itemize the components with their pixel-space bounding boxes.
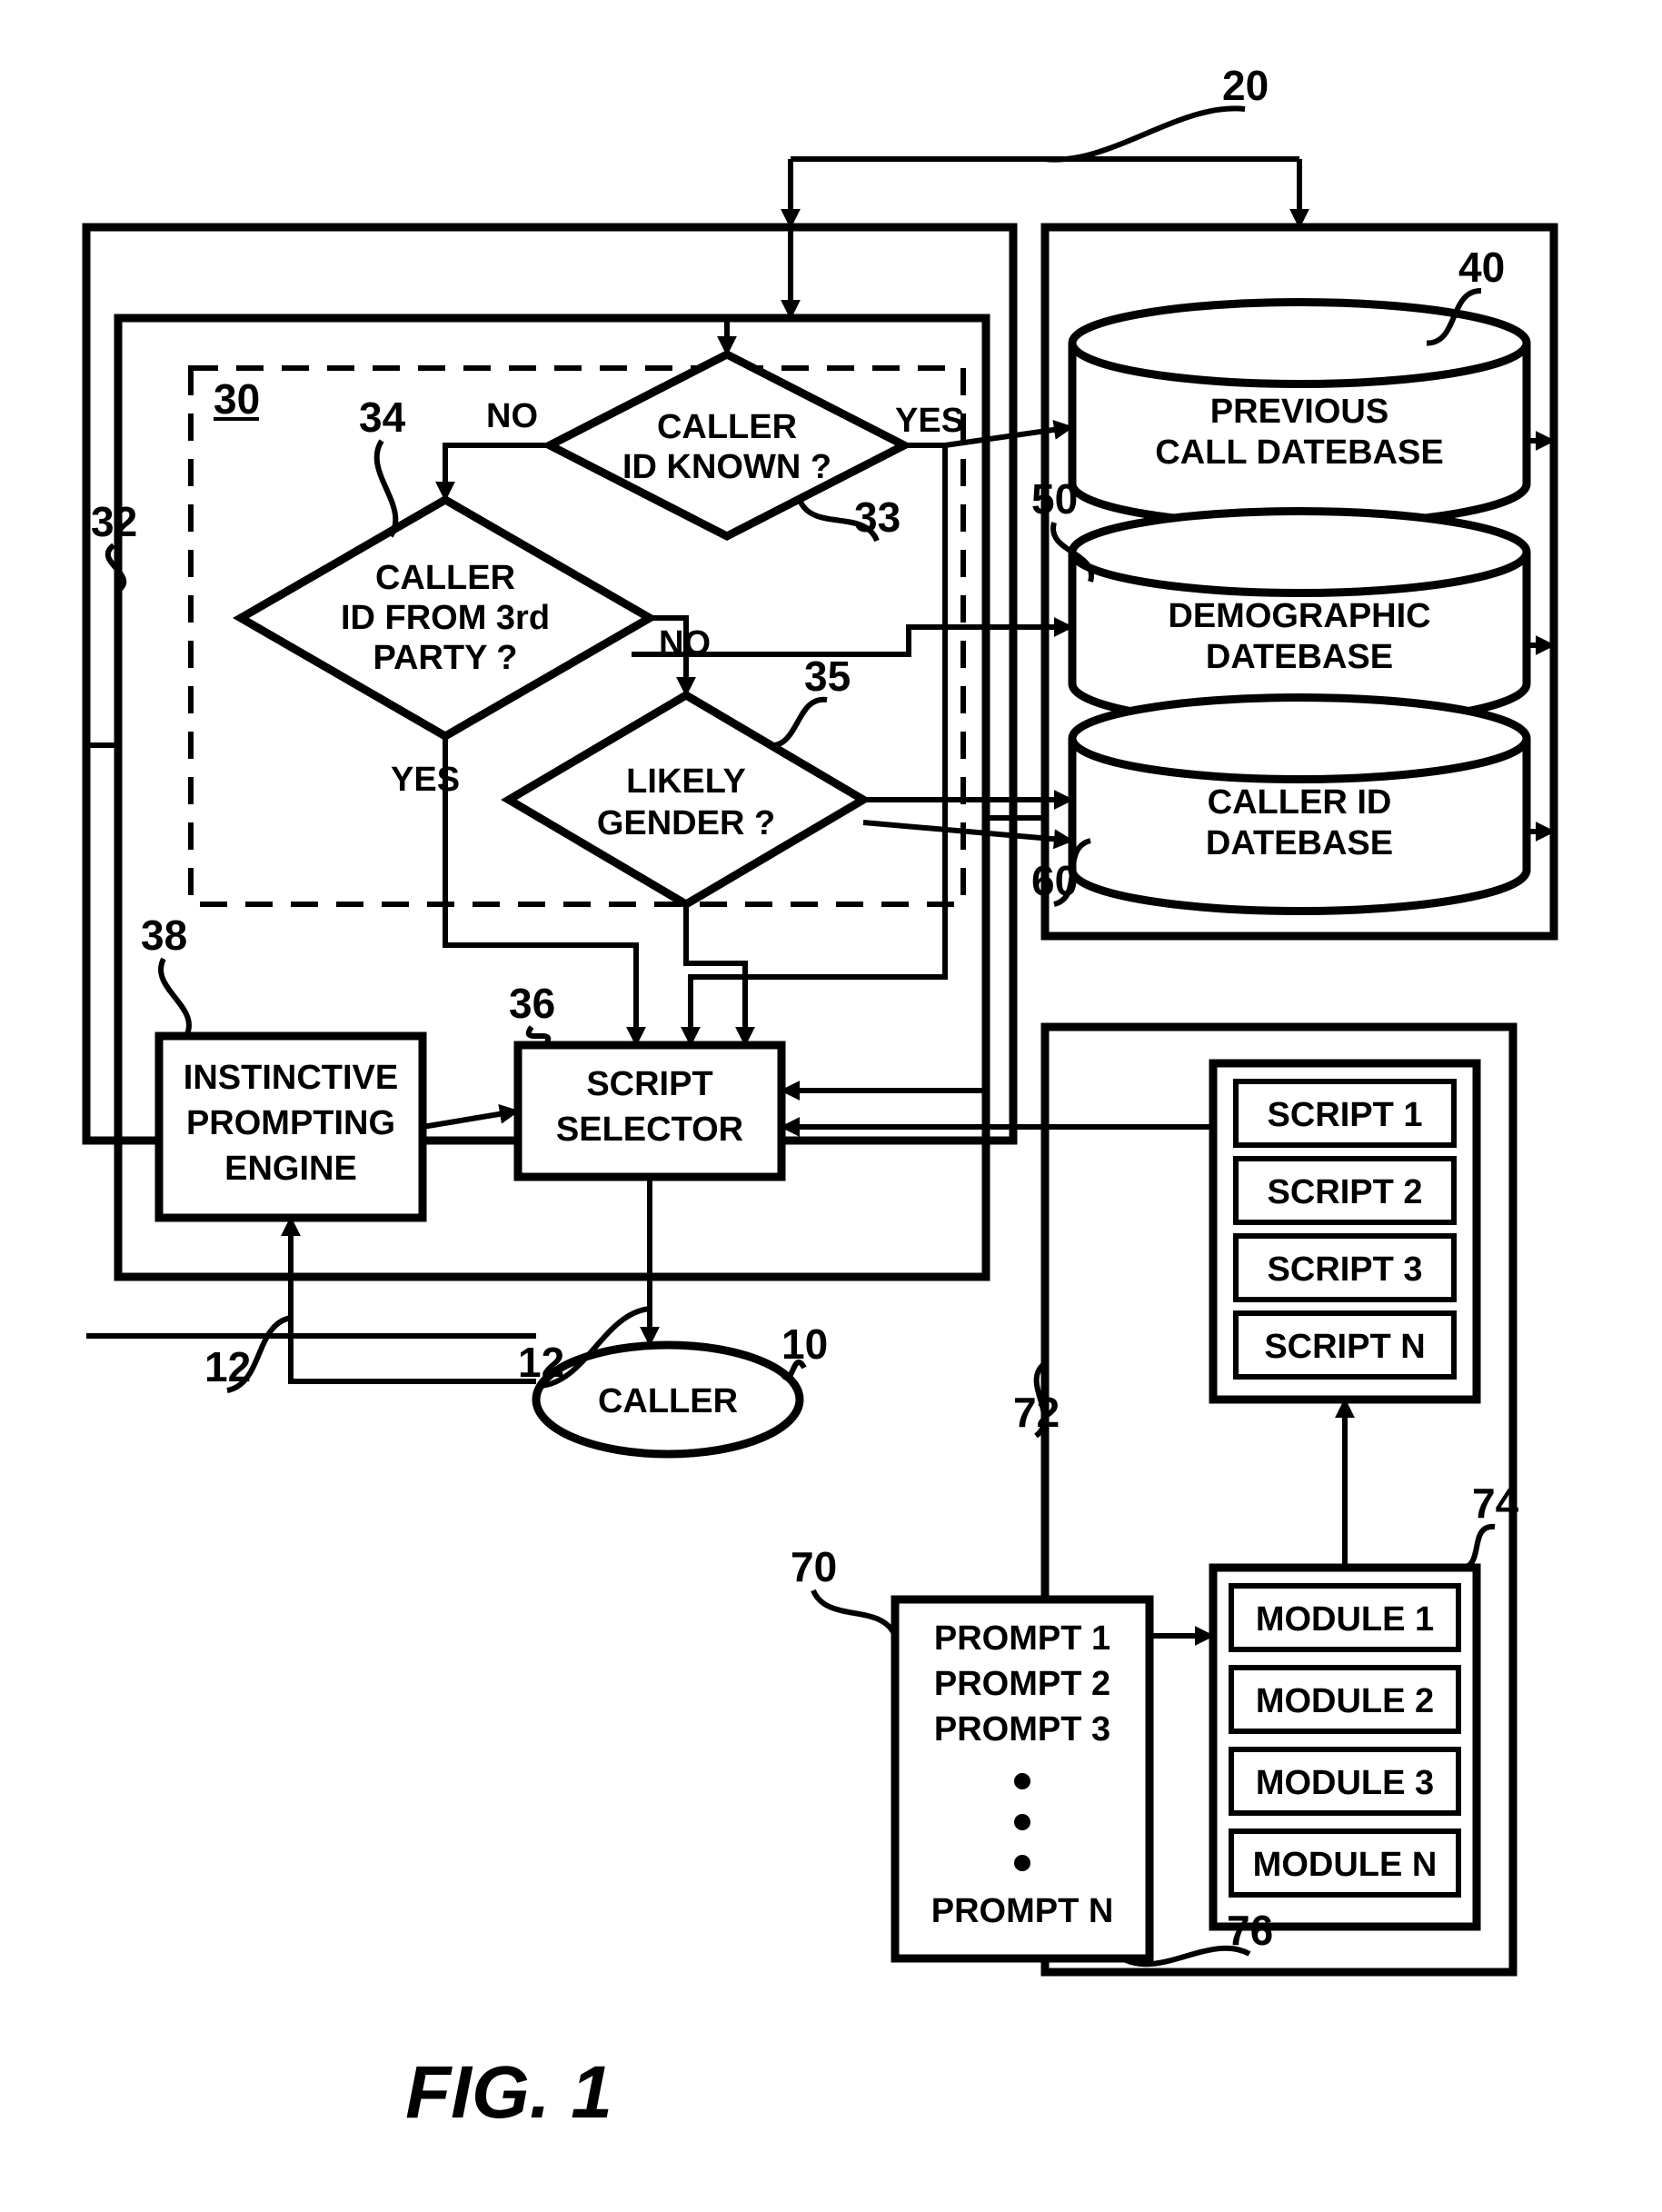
- svg-text:CALLER: CALLER: [657, 408, 797, 446]
- svg-text:SCRIPT 2: SCRIPT 2: [1267, 1173, 1422, 1211]
- ref-label-70: 70: [791, 1543, 837, 1590]
- svg-text:PROMPT 3: PROMPT 3: [934, 1710, 1110, 1749]
- edge-label-yes2: YES: [391, 761, 460, 799]
- svg-text:SCRIPT: SCRIPT: [586, 1065, 712, 1103]
- ref-label-72: 72: [1013, 1389, 1060, 1436]
- svg-text:MODULE 1: MODULE 1: [1256, 1600, 1434, 1639]
- ref-label-40: 40: [1458, 244, 1505, 291]
- svg-text:PROMPTING: PROMPTING: [186, 1104, 395, 1142]
- svg-text:PROMPT N: PROMPT N: [931, 1892, 1114, 1930]
- svg-text:ENGINE: ENGINE: [224, 1150, 357, 1188]
- ref-label-32: 32: [91, 498, 137, 545]
- svg-text:PROMPT 2: PROMPT 2: [934, 1665, 1110, 1703]
- svg-text:DATEBASE: DATEBASE: [1206, 638, 1393, 676]
- svg-text:SCRIPT 3: SCRIPT 3: [1267, 1250, 1422, 1289]
- svg-text:GENDER ?: GENDER ?: [597, 804, 775, 842]
- ref-label-20: 20: [1222, 62, 1269, 109]
- svg-text:DATEBASE: DATEBASE: [1206, 824, 1393, 862]
- figure-caption: FIG. 1: [405, 2051, 612, 2134]
- ref-label-74: 74: [1472, 1480, 1519, 1527]
- ref-label-34: 34: [359, 394, 406, 441]
- ref-label-35: 35: [804, 653, 851, 700]
- svg-text:INSTINCTIVE: INSTINCTIVE: [184, 1059, 398, 1097]
- svg-text:ID FROM 3rd: ID FROM 3rd: [341, 599, 550, 637]
- svg-text:CALL DATEBASE: CALL DATEBASE: [1155, 433, 1443, 472]
- edge-label-no1: NO: [486, 397, 538, 435]
- svg-text:MODULE 3: MODULE 3: [1256, 1764, 1434, 1802]
- svg-text:PROMPT 1: PROMPT 1: [934, 1619, 1110, 1658]
- ref-label-33: 33: [854, 493, 901, 541]
- edge-label-yes1: YES: [895, 402, 964, 440]
- ref-label-30: 30: [214, 375, 260, 423]
- svg-text:MODULE 2: MODULE 2: [1256, 1682, 1434, 1720]
- svg-text:MODULE N: MODULE N: [1253, 1846, 1438, 1884]
- svg-text:CALLER ID: CALLER ID: [1208, 783, 1392, 822]
- ref-label-38: 38: [141, 912, 187, 959]
- svg-text:SCRIPT 1: SCRIPT 1: [1267, 1096, 1422, 1134]
- svg-text:ID KNOWN ?: ID KNOWN ?: [622, 448, 831, 486]
- svg-text:SCRIPT N: SCRIPT N: [1264, 1328, 1425, 1366]
- svg-text:PREVIOUS: PREVIOUS: [1210, 393, 1388, 431]
- svg-text:DEMOGRAPHIC: DEMOGRAPHIC: [1168, 597, 1430, 635]
- ref-label-50: 50: [1031, 475, 1078, 523]
- svg-text:CALLER: CALLER: [375, 559, 515, 597]
- svg-text:CALLER: CALLER: [598, 1382, 738, 1420]
- svg-text:SELECTOR: SELECTOR: [556, 1111, 743, 1149]
- svg-text:PARTY ?: PARTY ?: [373, 639, 517, 677]
- ref-label-36: 36: [509, 980, 555, 1027]
- svg-text:LIKELY: LIKELY: [626, 762, 746, 801]
- ref-label-10: 10: [781, 1320, 828, 1368]
